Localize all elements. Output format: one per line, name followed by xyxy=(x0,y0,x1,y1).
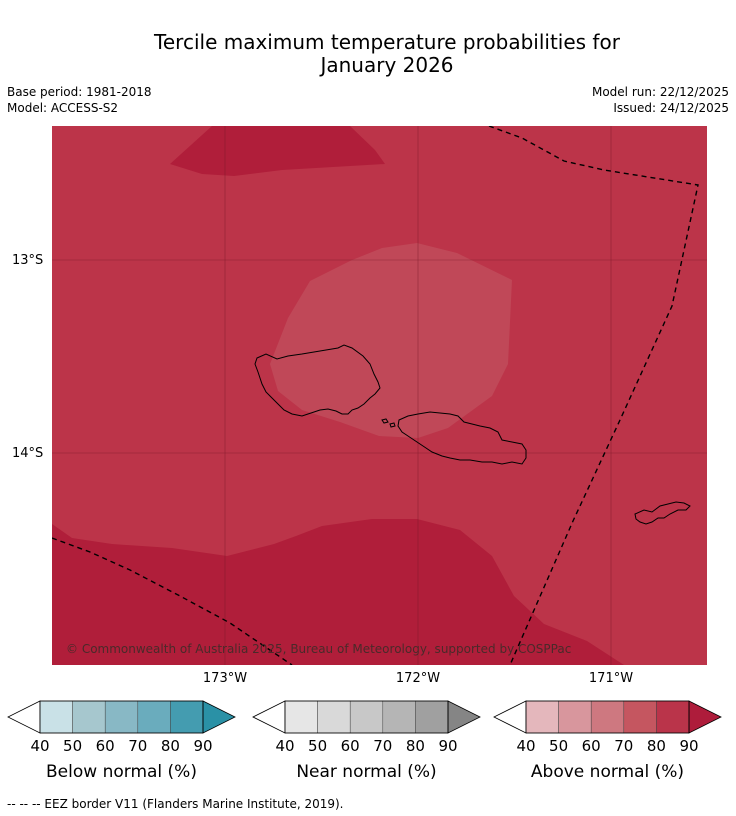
colorbar-outline xyxy=(284,700,449,734)
colorbar-tick-label: 50 xyxy=(63,737,83,755)
colorbar-tick-label: 80 xyxy=(160,737,180,755)
colorbar-tick-label: 80 xyxy=(405,737,425,755)
map-canvas xyxy=(52,126,707,665)
colorbar-segment xyxy=(137,700,171,734)
probability-field-90-south xyxy=(52,519,624,665)
colorbar-extend-high xyxy=(447,700,481,734)
colorbar-segment xyxy=(317,700,351,734)
colorbar-tick-label: 60 xyxy=(581,737,601,755)
colorbar-segment xyxy=(284,700,318,734)
colorbar-tick-label: 40 xyxy=(516,737,536,755)
colorbar-outline xyxy=(525,700,690,734)
colorbar-tick-label: 40 xyxy=(30,737,50,755)
title-line-2: January 2026 xyxy=(320,53,454,77)
meta-right: Model run: 22/12/2025 Issued: 24/12/2025 xyxy=(592,84,729,116)
model-name: Model: ACCESS-S2 xyxy=(7,101,119,115)
colorbar-segment xyxy=(382,700,416,734)
colorbar-segment xyxy=(558,700,592,734)
colorbar-extend-low xyxy=(7,700,41,734)
colorbar-tick-label: 50 xyxy=(308,737,328,755)
colorbar-tick-label: 60 xyxy=(95,737,115,755)
lat-label-13s: 13°S xyxy=(12,253,44,268)
lon-label-173w: 173°W xyxy=(202,671,248,686)
colorbar-title-near: Near normal (%) xyxy=(296,762,437,782)
colorbar-segment xyxy=(349,700,384,734)
colorbar-outline xyxy=(39,700,204,734)
colorbar-extend-high xyxy=(202,700,236,734)
colorbar-above xyxy=(493,700,722,734)
colorbar-tick-label: 90 xyxy=(438,737,458,755)
model-run: Model run: 22/12/2025 xyxy=(591,85,729,99)
copyright-notice: © Commonwealth of Australia 2025, Bureau… xyxy=(66,642,572,656)
colorbar-extend-high xyxy=(688,700,722,734)
colorbar-segment xyxy=(72,700,106,734)
colorbar-segment xyxy=(623,700,657,734)
colorbar-tick-label: 70 xyxy=(128,737,148,755)
colorbars-svg xyxy=(7,700,722,734)
map-panel[interactable]: © Commonwealth of Australia 2025, Bureau… xyxy=(52,126,707,665)
title-line-1: Tercile maximum temperature probabilitie… xyxy=(154,30,620,54)
colorbar-title-below: Below normal (%) xyxy=(46,762,197,782)
colorbar-segment xyxy=(104,700,139,734)
colorbar-tick-label: 70 xyxy=(614,737,634,755)
lon-label-171w: 171°W xyxy=(588,671,634,686)
colorbar-tick-label: 80 xyxy=(646,737,666,755)
colorbar-segment xyxy=(170,700,204,734)
probability-field-90-north xyxy=(170,126,385,176)
eez-border xyxy=(52,126,699,665)
island-savaii xyxy=(254,344,381,417)
colorbar-segment xyxy=(525,700,559,734)
base-period: Base period: 1981-2018 xyxy=(7,85,152,99)
lat-label-14s: 14°S xyxy=(12,446,44,461)
eez-footnote: -- -- -- EEZ border V11 (Flanders Marine… xyxy=(7,797,344,811)
colorbar-tick-label: 70 xyxy=(373,737,393,755)
probability-field-70-80 xyxy=(270,243,512,438)
colorbar-extend-low xyxy=(252,700,286,734)
lon-label-172w: 172°W xyxy=(395,671,441,686)
colorbar-tick-label: 50 xyxy=(549,737,569,755)
colorbar-extend-low xyxy=(493,700,527,734)
map-title: Tercile maximum temperature probabilitie… xyxy=(0,31,736,77)
graticule xyxy=(52,126,707,665)
colorbar-near xyxy=(252,700,481,734)
colorbar-tick-label: 90 xyxy=(679,737,699,755)
colorbar-below xyxy=(7,700,236,734)
issued-date: Issued: 24/12/2025 xyxy=(613,101,729,115)
colorbar-title-above: Above normal (%) xyxy=(530,762,685,782)
colorbar-segment xyxy=(656,700,690,734)
colorbar-segment xyxy=(39,700,73,734)
colorbar-segment xyxy=(590,700,625,734)
island-upolu xyxy=(397,411,527,465)
colorbar-segment xyxy=(415,700,449,734)
island-tutuila xyxy=(634,501,691,525)
island-small xyxy=(381,418,396,428)
colorbar-tick-label: 40 xyxy=(275,737,295,755)
colorbar-tick-label: 90 xyxy=(193,737,213,755)
meta-left: Base period: 1981-2018 Model: ACCESS-S2 xyxy=(7,84,152,116)
colorbar-tick-label: 60 xyxy=(340,737,360,755)
